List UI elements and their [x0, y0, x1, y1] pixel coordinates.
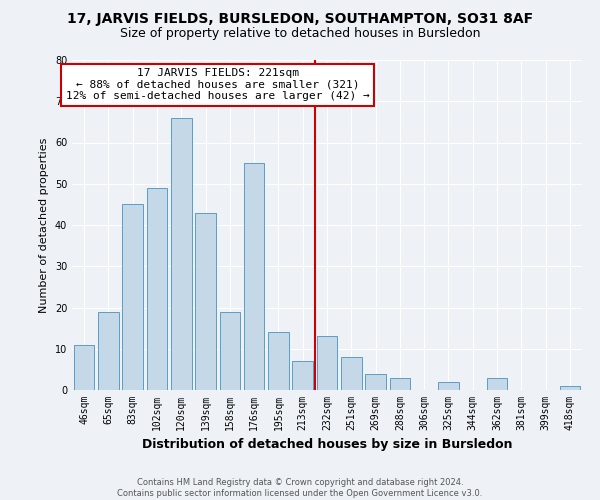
Bar: [487, 378, 508, 390]
Bar: [122, 204, 143, 390]
Bar: [317, 336, 337, 390]
Text: 17 JARVIS FIELDS: 221sqm
← 88% of detached houses are smaller (321)
12% of semi-: 17 JARVIS FIELDS: 221sqm ← 88% of detach…: [66, 68, 370, 102]
Bar: [365, 374, 386, 390]
Y-axis label: Number of detached properties: Number of detached properties: [39, 138, 49, 312]
Bar: [146, 188, 167, 390]
Bar: [98, 312, 119, 390]
Text: Contains HM Land Registry data © Crown copyright and database right 2024.
Contai: Contains HM Land Registry data © Crown c…: [118, 478, 482, 498]
Bar: [438, 382, 459, 390]
Text: 17, JARVIS FIELDS, BURSLEDON, SOUTHAMPTON, SO31 8AF: 17, JARVIS FIELDS, BURSLEDON, SOUTHAMPTO…: [67, 12, 533, 26]
Bar: [244, 163, 265, 390]
Bar: [74, 344, 94, 390]
Bar: [389, 378, 410, 390]
Bar: [292, 361, 313, 390]
Bar: [171, 118, 191, 390]
Bar: [268, 332, 289, 390]
X-axis label: Distribution of detached houses by size in Bursledon: Distribution of detached houses by size …: [142, 438, 512, 452]
Bar: [195, 212, 216, 390]
Bar: [560, 386, 580, 390]
Text: Size of property relative to detached houses in Bursledon: Size of property relative to detached ho…: [120, 28, 480, 40]
Bar: [220, 312, 240, 390]
Bar: [341, 357, 362, 390]
